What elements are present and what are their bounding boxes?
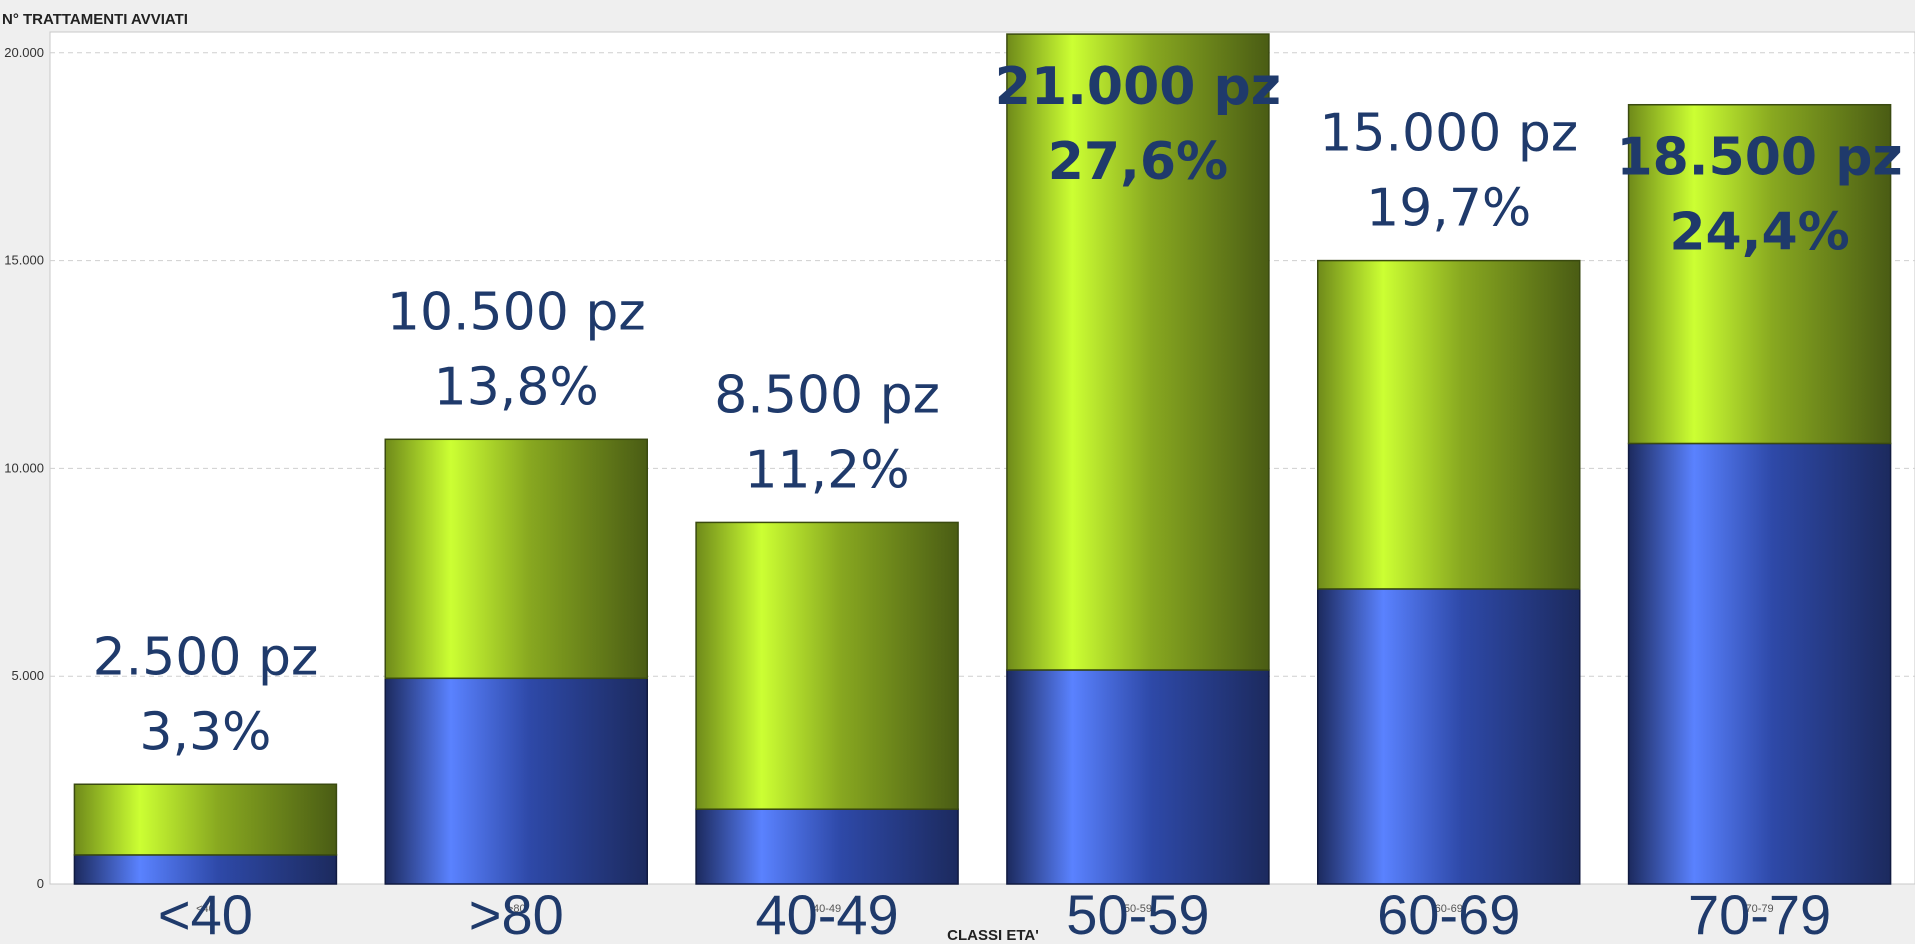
x-tick-label-small: 60-69 [1435,903,1463,915]
x-tick-label-small: <40 [196,903,215,915]
annotation-count: 18.500 pz [1616,128,1902,188]
bar-segment-green [384,438,648,680]
annotation-count: 21.000 pz [995,57,1281,117]
category-label: >80 [469,883,564,944]
bar-annotations: 2.500 pz 3,3% 10.500 pz 13,8% 8.500 pz 11,2% 2… [93,57,1903,762]
category-label: 60-69 [1377,883,1520,944]
bar-segment-blue [1006,669,1270,885]
x-axis-title: CLASSI ETA' [947,927,1039,944]
annotation-count: 2.500 pz [93,627,319,687]
bar-segment-blue [695,808,959,885]
y-axis-title: N° TRATTAMENTI AVVIATI [2,11,188,28]
annotation-count: 15.000 pz [1319,104,1578,164]
grid-lines [50,52,1915,677]
y-tick-label: 10.000 [4,460,44,475]
bar-segment-green [1006,33,1270,671]
y-tick-label: 0 [37,876,44,891]
bar-segment-green [1627,103,1892,445]
plot-area [49,31,1915,885]
annotation-percent: 11,2% [744,440,909,500]
y-tick-label: 20.000 [4,45,44,60]
annotation-percent: 3,3% [139,702,271,762]
x-tick-label-small: 50-59 [1124,903,1152,915]
annotation-percent: 27,6% [1048,132,1228,192]
annotation-count: 8.500 pz [714,365,940,425]
y-tick-label: 15.000 [4,253,44,268]
annotation-percent: 24,4% [1669,203,1849,263]
bar-segment-green [73,783,338,856]
bar-segment-blue [384,677,648,885]
category-label: <40 [158,883,253,944]
bar-segment-blue [1627,442,1892,885]
category-label: 40-49 [755,883,898,944]
category-label: 50-59 [1066,883,1209,944]
bar-segment-blue [1317,588,1581,885]
bar-segment-green [1317,259,1581,590]
annotation-percent: 13,8% [434,357,599,417]
annotation-count: 10.500 pz [387,282,646,342]
y-tick-label: 5.000 [11,668,44,683]
category-label: 70-79 [1688,883,1831,944]
x-tick-label-small: 40-49 [813,903,841,915]
x-tick-label-small: 70-79 [1746,903,1774,915]
bar-segment-blue [73,854,338,885]
annotation-percent: 19,7% [1366,179,1531,239]
bar-segment-green [695,521,959,810]
bars [73,33,1892,885]
y-axis-ticks: 0 5.000 10.000 15.000 20.000 [4,45,44,891]
x-tick-label-small: >80 [507,903,526,915]
